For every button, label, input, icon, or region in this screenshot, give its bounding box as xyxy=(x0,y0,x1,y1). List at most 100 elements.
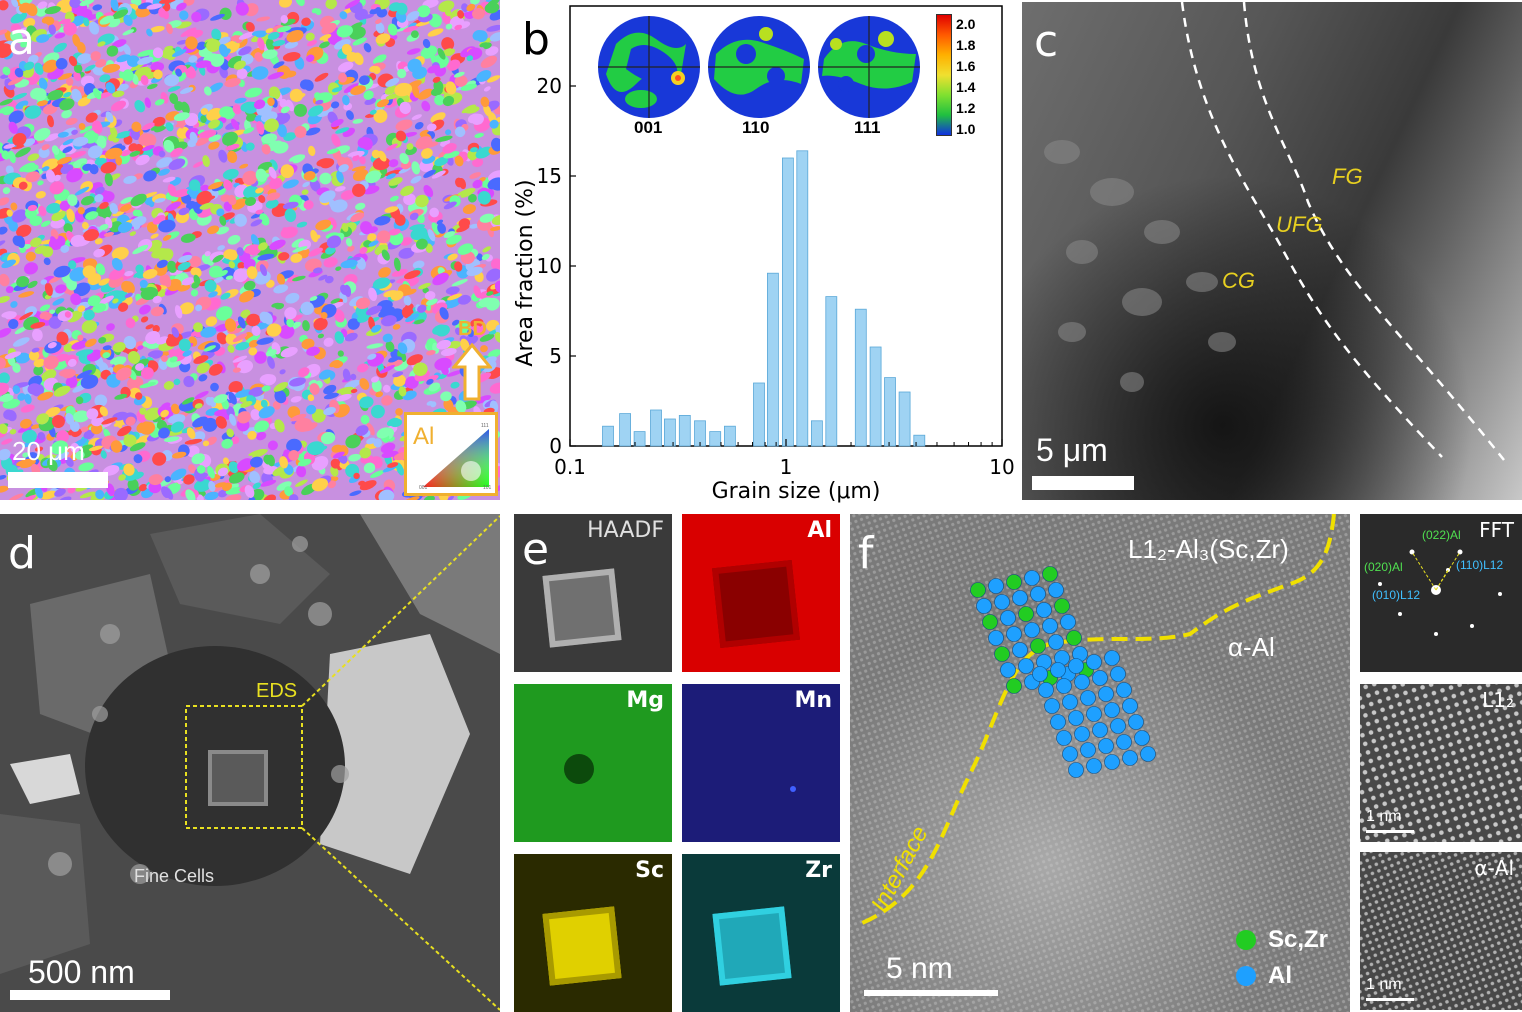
al-atom xyxy=(988,630,1004,646)
x-tick-label-10: 10 xyxy=(989,455,1014,479)
eds-map-label-haadf: HAADF xyxy=(587,518,664,543)
ipf-corner-001: 001 xyxy=(419,485,428,491)
al-atom xyxy=(1086,654,1102,670)
l12-title: L1₂ xyxy=(1482,688,1514,712)
colorbar-tick-1-8: 1.8 xyxy=(956,37,976,53)
al-atom xyxy=(1024,622,1040,638)
al-atom xyxy=(1098,738,1114,754)
direction-label: BD xyxy=(458,318,487,340)
ipf-corner-111: 111 xyxy=(481,423,489,429)
al-atom xyxy=(1110,718,1126,734)
al-atom xyxy=(1000,610,1016,626)
al-atom xyxy=(1104,650,1120,666)
phase-label-l12: L1₂-Al₃(Sc,Zr) xyxy=(1128,534,1289,564)
al-atom xyxy=(1110,666,1126,682)
colorbar-tick-2-0: 2.0 xyxy=(956,16,976,32)
al-atom xyxy=(1042,618,1058,634)
al-atom xyxy=(1128,714,1144,730)
al-atom xyxy=(1032,666,1048,682)
al-atom xyxy=(976,598,992,614)
y-tick-label-15: 15 xyxy=(537,164,562,188)
alpha-al-title: α-Al xyxy=(1474,856,1514,880)
al-atom xyxy=(1080,690,1096,706)
pole-figure-111 xyxy=(818,16,920,118)
al-atom xyxy=(1060,614,1076,630)
sem-texture xyxy=(1022,2,1522,500)
eds-map-label-sc: Sc xyxy=(635,858,664,883)
legend-label-sc-zr: Sc,Zr xyxy=(1268,926,1329,953)
al-atom xyxy=(1080,742,1096,758)
al-atom xyxy=(1068,710,1084,726)
panel-e-eds-maps: HAADF Al Mg Mn Sc Zr e xyxy=(512,514,842,1012)
al-atom xyxy=(1056,678,1072,694)
al-atom xyxy=(1000,662,1016,678)
scale-bar-label-a: 20 μm xyxy=(12,436,85,466)
eds-map-label-mg: Mg xyxy=(626,688,664,713)
al-atom xyxy=(1048,582,1064,598)
al-atom xyxy=(1036,602,1052,618)
legend-sc-zr-dot xyxy=(1236,930,1256,950)
legend-al-dot xyxy=(1236,966,1256,986)
bar-8 xyxy=(723,425,736,447)
sc-zr-atom xyxy=(1054,598,1070,614)
panel-label-e: e xyxy=(522,524,550,575)
eds-map-mn: Mn xyxy=(682,684,840,842)
pole-figure-label-001: 001 xyxy=(634,118,663,137)
al-atom xyxy=(1048,634,1064,650)
bar-3 xyxy=(650,409,662,447)
bar-21 xyxy=(913,434,926,447)
al-atom xyxy=(1068,762,1084,778)
fft-spot-010-l12: (010)L12 xyxy=(1372,588,1421,602)
l12-scale-label: 1 nm xyxy=(1366,808,1402,825)
zone-label-ufg: UFG xyxy=(1276,212,1323,237)
pole-figure-label-111: 111 xyxy=(854,118,881,137)
panel-label-a: a xyxy=(8,14,35,65)
eds-map-haadf: HAADF xyxy=(514,514,672,672)
al-atom xyxy=(1062,746,1078,762)
bar-18 xyxy=(869,346,882,447)
bar-17 xyxy=(854,308,867,447)
bar-4 xyxy=(663,418,676,447)
panel-b-chart: b 0 5 10 15 20 0.1 1 10 Grain size (μm) Area frac… xyxy=(500,0,1020,508)
arrow-up-icon xyxy=(452,343,492,401)
zone-label-fg: FG xyxy=(1332,164,1363,189)
al-atom xyxy=(1098,686,1114,702)
x-axis-label: Grain size (μm) xyxy=(712,479,881,504)
pole-figure-001 xyxy=(598,16,700,118)
x-tick-label-0.1: 0.1 xyxy=(554,455,586,479)
panel-d-stem: d EDS Fine Cells 500 nm xyxy=(0,514,500,1012)
al-atom xyxy=(1018,658,1034,674)
stem-texture xyxy=(0,514,500,1011)
colorbar-tick-1-4: 1.4 xyxy=(956,79,976,95)
pole-figure-label-110: 110 xyxy=(742,118,770,137)
sc-zr-atom xyxy=(1006,574,1022,590)
al-atom xyxy=(1140,746,1156,762)
ipf-triangle-icon xyxy=(423,429,489,487)
eds-map-al: Al xyxy=(682,514,840,672)
fft-title: FFT xyxy=(1479,518,1514,542)
al-atom xyxy=(1030,586,1046,602)
eds-map-label-al: Al xyxy=(807,518,832,543)
al-atom xyxy=(1104,702,1120,718)
y-tick-label-20: 20 xyxy=(537,74,562,98)
pole-figure-colorbar xyxy=(936,14,952,136)
al-atom xyxy=(1024,570,1040,586)
scale-bar-label-d: 500 nm xyxy=(28,954,135,990)
fft-pattern xyxy=(1378,549,1502,636)
panel-c-sem: c FG UFG CG 5 μm xyxy=(1022,2,1522,500)
panel-label-d: d xyxy=(8,528,36,579)
bar-1 xyxy=(619,413,631,447)
eds-map-mg: Mg xyxy=(514,684,672,842)
eds-map-label-mn: Mn xyxy=(794,688,832,713)
bar-20 xyxy=(898,391,911,447)
alpha-al-scale-bar xyxy=(1366,998,1414,1001)
panel-a-ebsd-map: a BD Al 001 101 111 20 μm xyxy=(0,0,500,500)
bar-11 xyxy=(766,272,779,447)
sc-zr-atom xyxy=(1030,638,1046,654)
zone-label-cg: CG xyxy=(1222,268,1255,293)
colorbar-tick-1-6: 1.6 xyxy=(956,58,976,74)
al-atom xyxy=(1062,694,1078,710)
bar-10 xyxy=(753,382,765,447)
al-atom xyxy=(1122,698,1138,714)
panel-label-b: b xyxy=(522,14,550,65)
